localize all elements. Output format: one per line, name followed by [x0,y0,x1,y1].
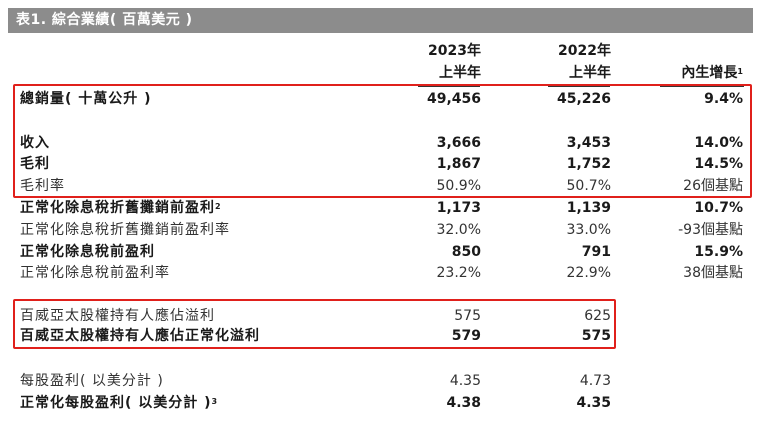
value-2023: 850 [451,244,481,260]
value-organic-growth: 14.5% [694,156,743,172]
value-2023: 4.38 [446,395,481,411]
value-2022: 791 [581,244,611,260]
value-2022: 50.7% [566,178,611,194]
row-footnote: 2 [215,202,222,211]
value-2022: 33.0% [566,222,611,238]
header-2022: 2022年 上半年 [558,40,611,84]
table-row-gross-margin: 毛利率 50.9% 50.7% 26個基點 [0,175,769,197]
value-2023: 4.35 [449,373,481,389]
value-organic-growth: 14.0% [694,135,743,151]
row-label: 正常化除息稅前盈利 [20,244,155,260]
value-2022: 4.73 [579,373,611,389]
table-row-eps: 每股盈利( 以美分計 ) 4.35 4.73 [0,370,769,392]
header-underline-growth [660,86,744,87]
header-underline-2022 [548,86,610,87]
header-2022-period: 上半年 [569,65,611,81]
header-organic-growth-label: 內生增長 [681,65,738,81]
value-2023: 1,867 [436,156,481,172]
value-2023: 23.2% [436,265,481,281]
header-2023-period: 上半年 [439,65,481,81]
header-organic-growth-footnote: 1 [737,67,743,76]
value-organic-growth: 38個基點 [683,265,743,281]
row-label: 收入 [20,135,50,151]
header-underline-2023 [418,86,480,87]
value-2022: 3,453 [566,135,611,151]
table-row-normalized-profit-attributable: 百威亞太股權持有人應佔正常化溢利 579 575 [0,325,769,347]
row-label: 總銷量( 十萬公升 ) [20,91,152,107]
value-2023: 49,456 [426,91,481,107]
header-2023: 2023年 上半年 [428,40,481,84]
value-2022: 575 [581,328,611,344]
row-footnote: 3 [211,397,219,406]
table-title: 表1. 綜合業績( 百萬美元 ) [8,8,753,33]
row-label: 毛利率 [20,178,65,194]
value-organic-growth: 26個基點 [683,178,743,194]
table-row-normalized-eps: 正常化每股盈利( 以美分計 )3 4.38 4.35 [0,392,769,414]
table-row-normalized-ebit: 正常化除息稅前盈利 850 791 15.9% [0,241,769,263]
row-label: 每股盈利( 以美分計 ) [20,373,164,389]
header-organic-growth: 內生增長1 [681,62,743,86]
value-2022: 45,226 [556,91,611,107]
highlight-box-sales [13,84,752,198]
value-2022: 22.9% [566,265,611,281]
value-2022: 625 [584,308,611,324]
table-row-profit-attributable: 百威亞太股權持有人應佔溢利 575 625 [0,305,769,327]
value-2023: 579 [451,328,481,344]
table-row-revenue: 收入 3,666 3,453 14.0% [0,132,769,154]
highlight-box-profit [13,299,616,349]
row-label: 正常化每股盈利( 以美分計 )3 [20,395,219,411]
table-row-normalized-ebitda-margin: 正常化除息稅折舊攤銷前盈利率 32.0% 33.0% -93個基點 [0,219,769,241]
table-row-normalized-ebit-margin: 正常化除息稅前盈利率 23.2% 22.9% 38個基點 [0,262,769,284]
value-organic-growth: 9.4% [704,91,743,107]
header-2022-year: 2022年 [558,43,611,59]
table-row-gross-profit: 毛利 1,867 1,752 14.5% [0,153,769,175]
table-row-normalized-ebitda: 正常化除息稅折舊攤銷前盈利2 1,173 1,139 10.7% [0,197,769,219]
value-2023: 1,173 [436,200,481,216]
row-label: 正常化除息稅折舊攤銷前盈利率 [20,222,230,238]
row-label: 百威亞太股權持有人應佔溢利 [20,308,215,324]
value-2022: 1,139 [566,200,611,216]
value-organic-growth: 15.9% [694,244,743,260]
value-2023: 50.9% [436,178,481,194]
value-2022: 4.35 [576,395,611,411]
value-2022: 1,752 [566,156,611,172]
header-2023-year: 2023年 [428,43,481,59]
row-label: 正常化除息稅前盈利率 [20,265,170,281]
value-2023: 3,666 [436,135,481,151]
table-row-total-volume: 總銷量( 十萬公升 ) 49,456 45,226 9.4% [0,88,769,110]
value-organic-growth: -93個基點 [678,222,743,238]
row-label: 百威亞太股權持有人應佔正常化溢利 [20,328,260,344]
value-2023: 575 [454,308,481,324]
row-label: 正常化除息稅折舊攤銷前盈利2 [20,200,222,216]
row-label: 毛利 [20,156,50,172]
value-organic-growth: 10.7% [694,200,743,216]
value-2023: 32.0% [436,222,481,238]
